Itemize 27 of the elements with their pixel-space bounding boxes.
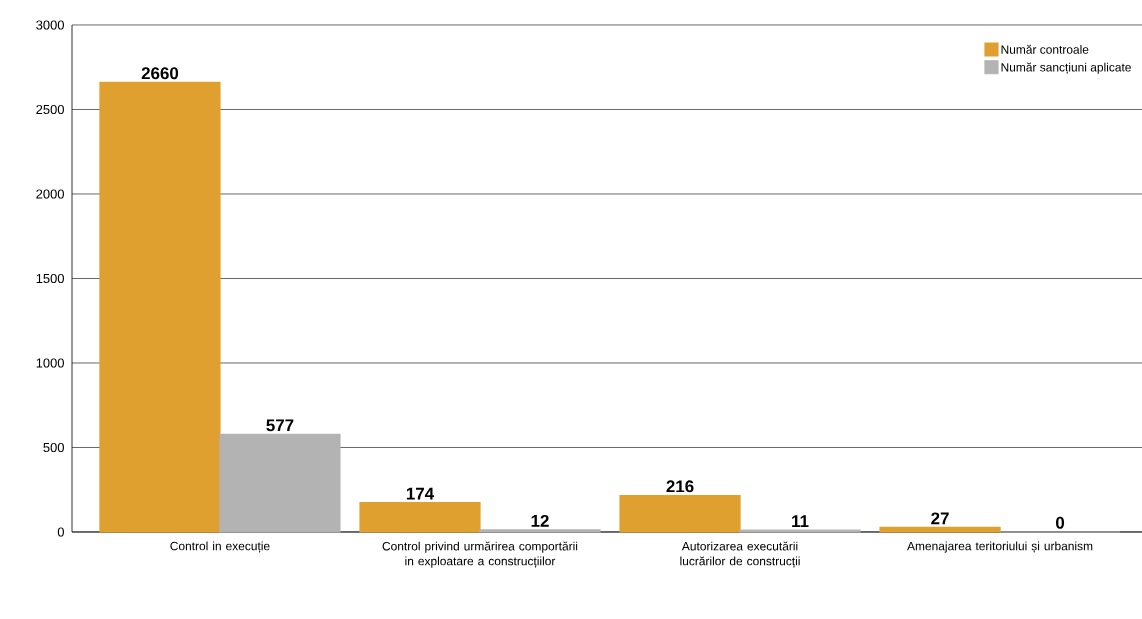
data-label: 577 xyxy=(266,419,294,432)
y-tick-label: 0 xyxy=(57,527,64,537)
legend-label: Număr controale xyxy=(1001,44,1089,54)
data-label: 174 xyxy=(406,487,435,500)
data-label: 216 xyxy=(666,480,694,493)
y-tick-label: 2500 xyxy=(36,104,64,115)
y-tick-label: 1000 xyxy=(36,358,64,368)
bar xyxy=(219,433,341,533)
bar xyxy=(479,529,601,533)
x-tick-label: Control privind urmărirea comportării in exploatare a construcțiilor xyxy=(382,541,578,568)
y-tick-label: 2000 xyxy=(36,189,64,199)
data-label: 0 xyxy=(1056,516,1065,529)
bar xyxy=(879,526,1001,533)
y-tick-label: 500 xyxy=(43,442,64,453)
y-tick-label: 1500 xyxy=(36,273,64,284)
data-label: 27 xyxy=(931,512,949,525)
bar xyxy=(619,494,741,533)
x-tick-label: Amenajarea teritoriului și urbanism xyxy=(907,541,1093,553)
legend-label: Număr sancțiuni aplicate xyxy=(1001,62,1131,74)
data-label: 12 xyxy=(531,514,549,527)
x-tick-label: Control in execuție xyxy=(170,541,270,553)
data-label: 11 xyxy=(792,515,809,527)
y-tick-label: 3000 xyxy=(36,20,64,30)
data-label: 2660 xyxy=(141,67,179,80)
bar xyxy=(359,501,481,533)
bar xyxy=(99,81,221,533)
x-tick-label: Autorizarea executării lucrărilor de construcții xyxy=(680,541,800,568)
